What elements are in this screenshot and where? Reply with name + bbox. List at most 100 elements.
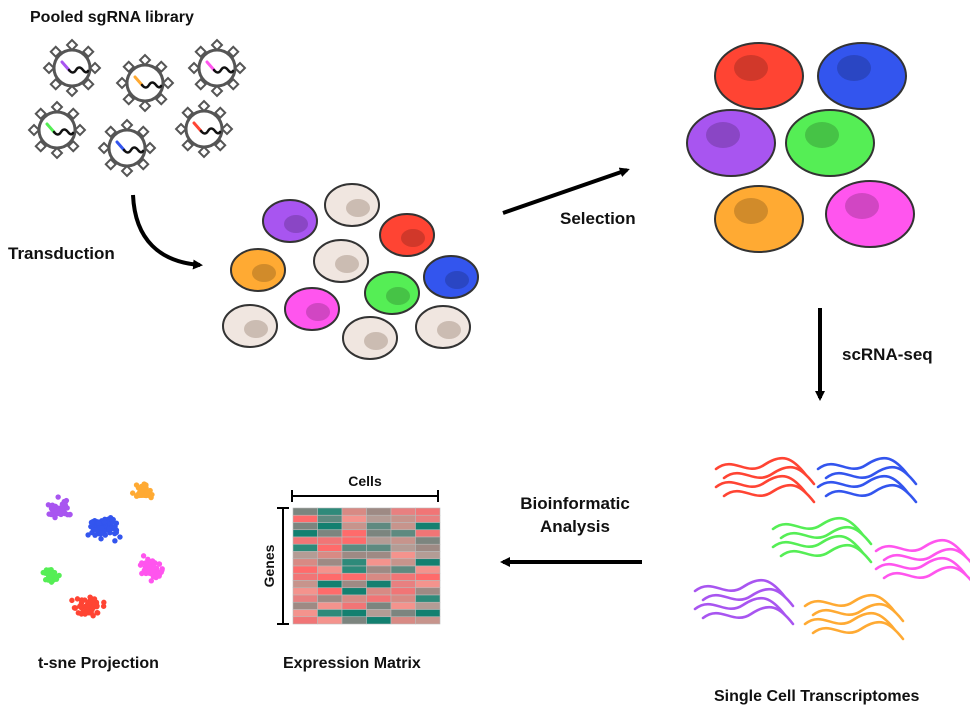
matrix-cell: [366, 543, 392, 552]
matrix-cell: [390, 529, 416, 538]
matrix-cell: [341, 558, 367, 567]
matrix-cell: [317, 522, 343, 531]
scatter-point-icon: [99, 525, 105, 531]
matrix-cell: [317, 587, 343, 596]
scatter-point-icon: [148, 578, 155, 584]
genes-axis-label: Genes: [261, 544, 277, 587]
scatter-point-icon: [129, 490, 136, 496]
matrix-cell: [390, 594, 416, 603]
matrix-cell: [390, 616, 416, 625]
virus-particle-icon: [187, 38, 247, 98]
scatter-point-icon: [101, 519, 108, 525]
matrix-label: Expression Matrix: [283, 655, 421, 672]
matrix-cell: [292, 522, 318, 531]
scatter-point-icon: [110, 516, 116, 523]
matrix-cell: [366, 529, 392, 538]
scatter-point-icon: [101, 599, 107, 606]
mrna-strand-icon: [693, 578, 795, 626]
selection-arrow: [502, 167, 630, 215]
scatter-point-icon: [52, 514, 58, 521]
matrix-cell: [341, 543, 367, 552]
scatter-point-icon: [77, 603, 83, 609]
matrix-cell: [390, 580, 416, 589]
cell-icon: [379, 213, 435, 257]
matrix-cell: [317, 616, 343, 625]
matrix-cell: [341, 522, 367, 531]
matrix-cell: [341, 601, 367, 610]
matrix-cell: [292, 514, 318, 523]
scatter-point-icon: [53, 575, 60, 582]
matrix-cell: [341, 536, 367, 545]
scatter-point-icon: [66, 512, 73, 518]
scatter-point-icon: [56, 510, 63, 517]
mrna-strand-icon: [874, 538, 970, 582]
cell-icon: [423, 255, 479, 299]
scatter-point-icon: [45, 502, 52, 508]
scatter-point-icon: [85, 532, 91, 538]
cell-icon: [817, 42, 907, 110]
selected-cells: [686, 42, 915, 253]
matrix-cell: [390, 536, 416, 545]
scatter-point-icon: [106, 525, 112, 532]
matrix-cell: [415, 609, 441, 618]
matrix-cell: [341, 572, 367, 581]
cell-icon: [313, 239, 369, 283]
tsne-cluster: [69, 594, 107, 619]
matrix-cell: [415, 572, 441, 581]
cell-icon: [785, 109, 875, 177]
matrix-cell: [341, 507, 367, 516]
scatter-point-icon: [159, 567, 165, 573]
scatter-point-icon: [48, 505, 55, 512]
matrix-cell: [415, 594, 441, 603]
transduction-label: Transduction: [8, 244, 115, 263]
cell-icon: [230, 248, 286, 292]
matrix-cell: [317, 580, 343, 589]
scatter-point-icon: [140, 553, 147, 559]
matrix-cell: [366, 594, 392, 603]
mrna-strand-icon: [816, 456, 918, 504]
library-label: Pooled sgRNA library: [30, 9, 194, 26]
scatter-point-icon: [45, 570, 51, 577]
matrix-cell: [390, 601, 416, 610]
matrix-cell: [317, 529, 343, 538]
matrix-cell: [366, 565, 392, 574]
matrix-cell: [390, 551, 416, 560]
matrix-cell: [415, 580, 441, 589]
matrix-cell: [292, 609, 318, 618]
scatter-point-icon: [112, 538, 118, 544]
virus-particle-icon: [27, 100, 87, 160]
matrix-cell: [317, 507, 343, 516]
tsne-cluster: [40, 566, 62, 585]
cell-icon: [364, 271, 420, 315]
cell-icon: [262, 199, 318, 243]
analysis-label: Analysis: [540, 517, 610, 536]
cell-icon: [324, 183, 380, 227]
scatter-point-icon: [74, 596, 81, 602]
matrix-cell: [292, 594, 318, 603]
scatter-point-icon: [100, 603, 107, 609]
transduced-cell-pool: [222, 183, 479, 360]
matrix-cell: [415, 507, 441, 516]
mrna-strand-icon: [771, 516, 873, 564]
matrix-cell: [390, 514, 416, 523]
matrix-cell: [317, 572, 343, 581]
scatter-point-icon: [47, 577, 53, 583]
matrix-cell: [317, 565, 343, 574]
matrix-cell: [366, 551, 392, 560]
matrix-cell: [415, 529, 441, 538]
matrix-cell: [292, 551, 318, 560]
matrix-cell: [317, 536, 343, 545]
matrix-cell: [366, 558, 392, 567]
scatter-point-icon: [142, 560, 149, 566]
scatter-point-icon: [141, 481, 147, 487]
matrix-cell: [292, 580, 318, 589]
scatter-point-icon: [46, 511, 52, 517]
matrix-cell: [415, 543, 441, 552]
matrix-cell: [366, 514, 392, 523]
transduction-arrow: [131, 194, 203, 270]
scatter-point-icon: [40, 569, 46, 576]
matrix-cell: [366, 536, 392, 545]
matrix-cell: [366, 580, 392, 589]
matrix-cell: [390, 522, 416, 531]
